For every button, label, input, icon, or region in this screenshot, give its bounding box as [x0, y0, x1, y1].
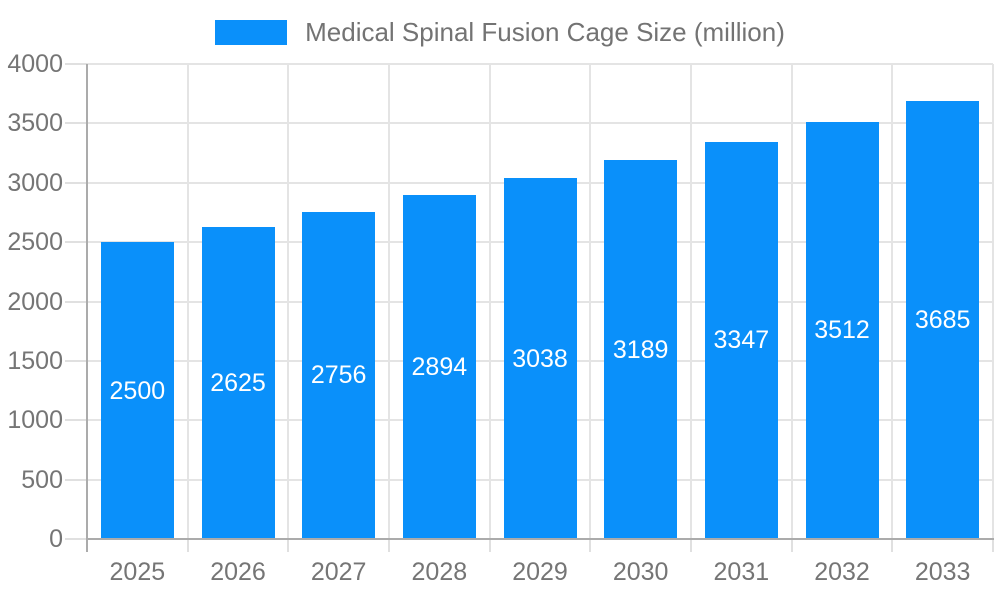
bar: 2894 — [402, 195, 476, 539]
x-tick-label: 2026 — [210, 558, 266, 586]
x-axis-tick — [589, 539, 592, 552]
legend-label: Medical Spinal Fusion Cage Size (million… — [305, 16, 785, 47]
bar: 3685 — [906, 101, 980, 539]
x-axis-tick — [388, 539, 390, 552]
x-tick-label: 2030 — [612, 558, 669, 586]
x-axis-tick — [992, 539, 994, 552]
bar: 2500 — [100, 242, 174, 539]
gridline-vertical — [790, 64, 793, 539]
x-axis-tick — [186, 539, 189, 552]
bar-value-label: 2500 — [109, 376, 166, 405]
y-axis-tick — [65, 359, 87, 362]
y-tick-label: 0 — [49, 525, 63, 553]
y-axis-tick — [65, 419, 87, 422]
y-tick-label: 1500 — [7, 346, 63, 375]
y-axis-tick — [65, 478, 87, 481]
y-tick-label: 3000 — [7, 168, 63, 197]
legend: Medical Spinal Fusion Cage Size (million… — [0, 16, 1000, 48]
x-axis-tick — [891, 539, 894, 552]
gridline-horizontal — [87, 63, 993, 65]
y-axis-line — [86, 64, 88, 552]
gridline-vertical — [992, 64, 994, 539]
bar-value-label: 3189 — [612, 335, 669, 364]
y-axis-tick — [65, 300, 87, 303]
bar: 3038 — [503, 178, 577, 539]
bar: 3347 — [704, 141, 778, 539]
gridline-vertical — [690, 64, 692, 539]
legend-swatch — [215, 19, 288, 45]
y-tick-label: 1000 — [7, 406, 63, 435]
y-tick-label: 2000 — [7, 287, 63, 316]
x-tick-label: 2032 — [814, 558, 870, 586]
x-tick-label: 2025 — [109, 558, 166, 586]
y-tick-label: 2500 — [7, 228, 63, 257]
bar-value-label: 3038 — [512, 344, 568, 373]
bar: 3512 — [805, 121, 879, 539]
gridline-vertical — [891, 64, 894, 539]
y-tick-label: 4000 — [7, 50, 63, 78]
bar-value-label: 2756 — [310, 361, 367, 390]
gridline-horizontal — [87, 122, 993, 125]
y-axis-tick — [65, 181, 87, 184]
gridline-vertical — [589, 64, 592, 539]
bar-value-label: 3512 — [814, 316, 870, 345]
gridline-vertical — [488, 64, 491, 539]
x-axis-tick — [287, 539, 290, 552]
bar-value-label: 2894 — [411, 353, 468, 382]
x-axis-tick — [790, 539, 793, 552]
y-tick-label: 3500 — [7, 109, 63, 138]
bar-value-label: 3685 — [914, 306, 971, 335]
y-axis-tick — [65, 538, 87, 540]
bar: 2756 — [302, 211, 376, 539]
gridline-vertical — [388, 64, 390, 539]
x-axis-tick — [690, 539, 692, 552]
y-tick-label: 500 — [21, 465, 63, 494]
bar-value-label: 3347 — [713, 326, 770, 355]
x-axis-line — [86, 538, 994, 540]
x-tick-label: 2031 — [713, 558, 770, 586]
y-axis-tick — [65, 122, 87, 125]
y-axis-tick — [65, 63, 87, 65]
x-tick-label: 2029 — [512, 558, 568, 586]
bar-value-label: 2625 — [210, 369, 266, 398]
bar: 3189 — [604, 160, 678, 539]
gridline-vertical — [287, 64, 290, 539]
bar: 2625 — [201, 227, 275, 539]
y-axis-tick — [65, 241, 87, 244]
gridline-vertical — [186, 64, 189, 539]
x-tick-label: 2027 — [310, 558, 367, 586]
x-tick-label: 2028 — [411, 558, 468, 586]
x-tick-label: 2033 — [914, 558, 971, 586]
x-axis-tick — [488, 539, 491, 552]
